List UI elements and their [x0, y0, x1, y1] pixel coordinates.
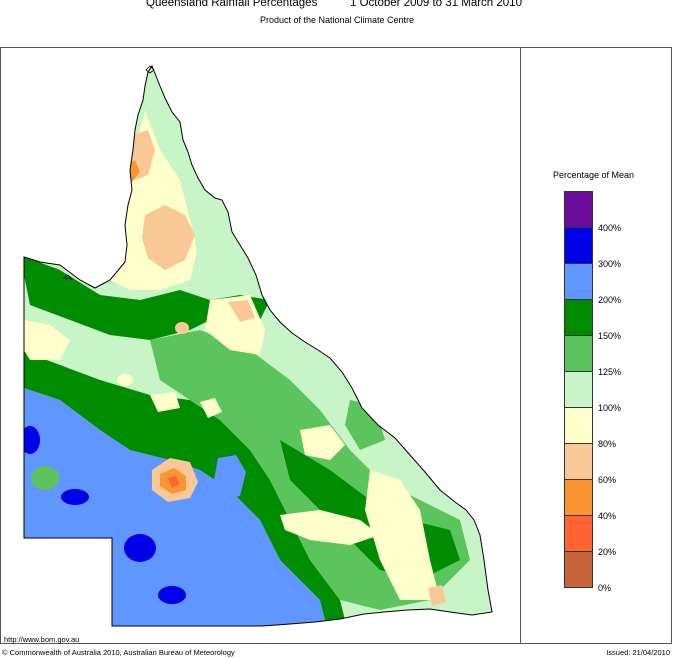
- map-subtitle: Product of the National Climate Centre: [259, 15, 415, 25]
- footer-copyright: © Commonwealth of Australia 2010, Austra…: [2, 648, 235, 657]
- legend-label: 0%: [598, 583, 612, 593]
- region-orange-east: [228, 300, 255, 322]
- region-cream-patch-3: [200, 398, 222, 418]
- legend-label: 150%: [598, 331, 622, 341]
- region-dark-green-southwest: [24, 345, 350, 626]
- legend-swatch: [564, 371, 593, 408]
- region-cream-patch-2: [150, 392, 180, 412]
- region-orange-hotspot-core: [168, 476, 180, 488]
- region-cream-southeast: [365, 470, 440, 600]
- region-darkblue-1: [24, 426, 40, 454]
- state-boundary: [23, 64, 493, 627]
- legend-title: Percentage of Mean: [553, 170, 635, 180]
- region-green-gulf: [180, 180, 240, 290]
- region-cream-west: [24, 320, 70, 360]
- legend-swatch: [564, 479, 593, 516]
- region-green-in-blue: [31, 466, 59, 490]
- map-panel: [0, 47, 521, 644]
- title-row: Queensland Rainfall Percentages 1 Octobe…: [0, 0, 674, 11]
- region-blue-inland-west: [214, 455, 246, 500]
- queensland-rainfall-map: [23, 64, 493, 627]
- legend-label: 80%: [598, 439, 617, 449]
- legend-swatch: [564, 299, 593, 336]
- legend-label: 100%: [598, 403, 622, 413]
- island-2: [62, 274, 74, 280]
- map-period: 1 October 2009 to 31 March 2010: [350, 0, 522, 9]
- legend-swatch: [564, 227, 593, 264]
- legend-swatch: [564, 443, 593, 480]
- map-title: Queensland Rainfall Percentages: [146, 0, 318, 9]
- legend-swatch: [564, 263, 593, 300]
- region-darkblue-2: [61, 489, 89, 505]
- region-darkblue-4: [158, 586, 186, 604]
- legend-label: 400%: [598, 223, 622, 233]
- region-cream-small-1: [117, 374, 133, 386]
- legend-label: 300%: [598, 259, 622, 269]
- map-frame: [0, 47, 672, 644]
- footer-issued-date: Issued: 21/04/2010: [606, 648, 670, 657]
- region-darkblue-3: [124, 534, 156, 562]
- region-cream-south-patch: [428, 585, 446, 606]
- legend-bar: [564, 191, 593, 588]
- legend-swatch: [564, 515, 593, 552]
- legend-label: 125%: [598, 367, 622, 377]
- legend-swatch: [564, 191, 593, 228]
- region-cream-patch-1: [300, 425, 345, 460]
- legend-label: 200%: [598, 295, 622, 305]
- legend-swatch: [564, 407, 593, 444]
- legend-label: 20%: [598, 547, 617, 557]
- region-cream-band: [280, 510, 380, 545]
- legend-label: 40%: [598, 511, 617, 521]
- legend-label: 60%: [598, 475, 617, 485]
- legend-swatch: [564, 335, 593, 372]
- legend-swatch: [564, 551, 593, 588]
- island-1: [145, 65, 155, 74]
- region-cream-small-2: [175, 322, 189, 334]
- region-orange-capeyork: [142, 205, 195, 270]
- footer-url[interactable]: http://www.bom.gov.au: [4, 635, 80, 644]
